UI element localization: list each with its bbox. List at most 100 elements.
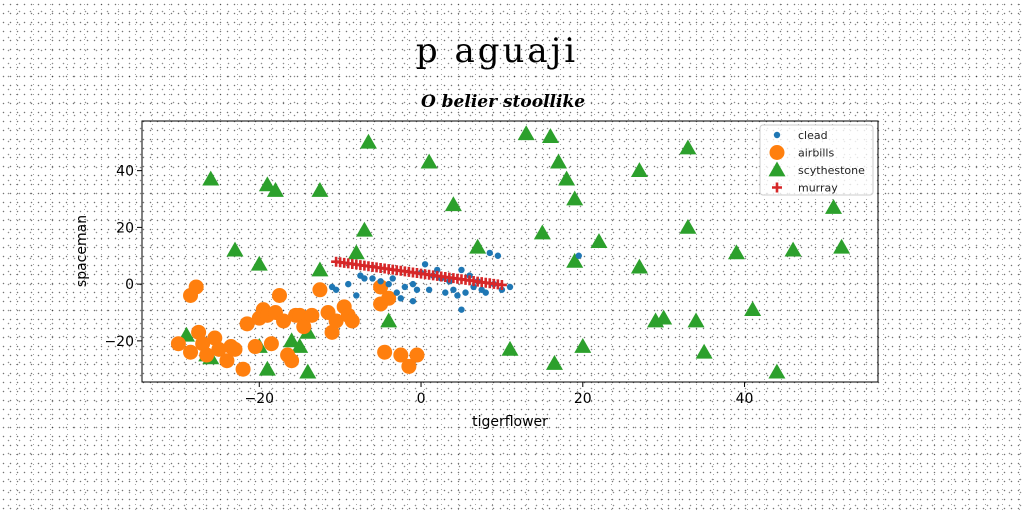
airbills-point: [284, 353, 300, 369]
clead-point: [470, 283, 477, 291]
x-tick-label: −20: [245, 391, 275, 407]
series-clead: [328, 249, 582, 313]
clead-point: [409, 280, 417, 288]
chart-subtitle: O belier stoollike: [421, 92, 585, 112]
airbills-point: [328, 313, 344, 329]
x-axis-label: tigerflower: [472, 414, 548, 430]
airbills-point: [207, 330, 223, 346]
scythestone-point: [444, 196, 462, 212]
clead-point: [506, 283, 514, 291]
scythestone-point: [420, 153, 438, 169]
airbills-point: [170, 336, 186, 352]
y-tick-label: 20: [116, 220, 134, 236]
airbills-point: [211, 341, 227, 357]
clead-point: [385, 280, 392, 288]
scythestone-point: [250, 255, 268, 271]
scythestone-point: [299, 363, 317, 379]
scythestone-point: [744, 301, 762, 317]
airbills-point: [296, 319, 312, 335]
airbills-point: [263, 336, 279, 352]
clead-point: [434, 266, 441, 274]
series-scythestone: [177, 125, 851, 379]
scythestone-point: [258, 360, 276, 376]
x-tick-label: 20: [574, 391, 592, 407]
scythestone-point: [679, 139, 697, 155]
scythestone-point: [566, 252, 584, 268]
airbills-point: [344, 313, 360, 329]
airbills-point: [247, 339, 263, 355]
scythestone-point: [355, 221, 373, 237]
scythestone-point: [825, 199, 843, 214]
clead-point: [494, 252, 502, 259]
legend-marker-airbills: [769, 145, 785, 160]
scythestone-point: [630, 258, 648, 274]
scythestone-point: [311, 182, 329, 197]
clead-point: [369, 275, 376, 282]
x-tick-label: 40: [736, 391, 754, 407]
legend-marker-murray: [772, 182, 782, 193]
scythestone-point: [590, 233, 608, 248]
scythestone-point: [784, 241, 802, 257]
scythestone-point: [517, 125, 535, 141]
airbills-point: [239, 316, 255, 332]
legend-label-scythestone: scythestone: [798, 164, 865, 177]
clead-point: [413, 286, 421, 293]
scythestone-point: [574, 338, 592, 353]
clead-point: [397, 295, 405, 302]
airbills-point: [199, 347, 215, 363]
clead-point: [486, 249, 493, 257]
airbills-point: [195, 336, 211, 352]
airbills-point: [377, 344, 393, 360]
scythestone-point: [768, 363, 786, 379]
scythestone-point: [380, 312, 398, 328]
airbills-point: [324, 324, 340, 340]
scythestone-point: [550, 153, 568, 169]
clead-point: [458, 266, 465, 274]
legend-label-airbills: airbills: [798, 147, 834, 160]
clead-point: [377, 278, 384, 285]
airbills-point: [373, 279, 389, 295]
scythestone-point: [291, 338, 309, 353]
scythestone-point: [679, 218, 697, 234]
clead-point: [421, 261, 429, 268]
scythestone-point: [283, 332, 301, 348]
airbills-point: [219, 353, 235, 369]
clead-point: [345, 280, 352, 288]
scythestone-point: [266, 182, 284, 197]
scythestone-point: [202, 170, 220, 186]
clead-point: [462, 289, 469, 296]
scythestone-point: [727, 244, 745, 260]
legend: clead airbills scythestone murray: [759, 124, 874, 196]
airbills-point: [271, 287, 287, 303]
scythestone-point: [545, 355, 563, 370]
scythestone-point: [347, 244, 365, 260]
clead-point: [401, 283, 409, 291]
clead-point: [361, 275, 368, 282]
clead-point: [389, 275, 396, 282]
scythestone-point: [501, 340, 519, 356]
scythestone-point: [833, 238, 851, 254]
scythestone-point: [566, 190, 584, 206]
clead-point: [332, 286, 340, 293]
scythestone-point: [533, 224, 551, 240]
scythestone-point: [311, 261, 329, 277]
clead-point: [425, 286, 433, 293]
scythestone-point: [695, 343, 713, 359]
x-tick-label: 0: [417, 391, 426, 407]
data-points: [170, 125, 851, 379]
murray-point: [496, 279, 507, 290]
series-murray: [331, 256, 507, 290]
airbills-point: [235, 361, 251, 377]
y-tick-label: −20: [104, 334, 134, 350]
legend-label-clead: clead: [798, 129, 828, 142]
scythestone-point: [226, 241, 244, 257]
clead-point: [482, 289, 489, 296]
legend-marker-scythestone: [768, 161, 786, 177]
airbills-point: [304, 307, 320, 323]
airbills-point: [188, 279, 204, 295]
y-axis-label: spaceman: [74, 215, 90, 287]
airbills-point: [191, 324, 207, 340]
scythestone-point: [359, 133, 377, 149]
clead-point: [442, 289, 449, 296]
